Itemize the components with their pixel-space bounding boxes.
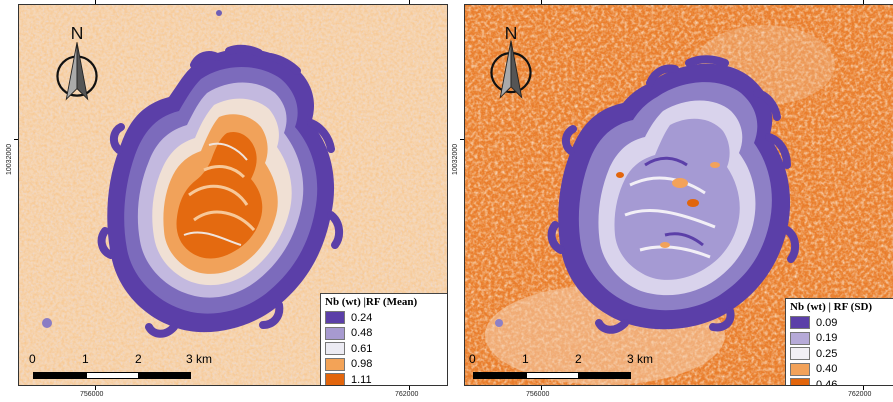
scale-segment: [473, 372, 527, 379]
scale-label-3: 3 km: [186, 352, 213, 366]
legend-mean: Nb (wt) |RF (Mean) 0.24 0.48 0.61 0.98 1.11: [320, 293, 447, 386]
scale-segment: [138, 372, 191, 379]
legend-swatch: [790, 378, 810, 385]
legend-item: 1.11: [325, 372, 443, 386]
scale-label-3: 3 km: [627, 352, 654, 366]
legend-items: 0.24 0.48 0.61 0.98 1.11: [325, 310, 443, 386]
scale-segment: [578, 372, 631, 379]
map-raster-sd: [465, 5, 893, 385]
legend-value: 0.48: [351, 327, 373, 340]
scale-segment: [526, 372, 579, 379]
legend-item: 0.46: [790, 377, 892, 386]
legend-item: 0.09: [790, 315, 892, 331]
frame-tick: [460, 139, 464, 140]
map-panel-sd[interactable]: N Nb (wt) | RF (SD) 0.09 0.19 0.25 0.40 0.46…: [464, 4, 893, 386]
scale-label-0: 0: [469, 352, 476, 366]
legend-item: 0.19: [790, 331, 892, 347]
legend-swatch: [325, 373, 345, 385]
x-coordinate-label: 756000: [80, 391, 104, 398]
x-coordinate-label: 756000: [526, 391, 550, 398]
legend-value: 0.40: [816, 363, 838, 376]
legend-item: 0.24: [325, 310, 443, 326]
legend-value: 0.24: [351, 311, 373, 324]
scale-segment: [86, 372, 139, 379]
legend-swatch: [325, 342, 345, 356]
legend-item: 0.40: [790, 362, 892, 378]
north-arrow-icon: N: [56, 23, 98, 101]
legend-swatch: [790, 362, 810, 376]
frame-tick: [95, 0, 96, 4]
legend-swatch: [325, 311, 345, 325]
legend-title: Nb (wt) | RF (SD): [790, 301, 873, 313]
frame-tick: [541, 0, 542, 4]
legend-swatch: [325, 357, 345, 371]
legend-sd: Nb (wt) | RF (SD) 0.09 0.19 0.25 0.40 0.46: [785, 298, 893, 386]
frame-tick: [409, 386, 410, 390]
legend-value: 0.46: [816, 378, 838, 386]
scale-bar: 0 1 2 3 km: [29, 352, 212, 382]
frame-tick: [409, 0, 410, 4]
legend-items: 0.09 0.19 0.25 0.40 0.46: [790, 315, 892, 386]
legend-title: Nb (wt) |RF (Mean): [325, 296, 418, 308]
north-label: N: [505, 23, 518, 43]
y-coordinate-label: 10032000: [452, 143, 459, 175]
scale-label-0: 0: [29, 352, 36, 366]
y-coordinate-label: 10032000: [6, 143, 13, 175]
legend-value: 0.61: [351, 342, 373, 355]
frame-tick: [863, 386, 864, 390]
scale-label-1: 1: [522, 352, 529, 366]
x-coordinate-label: 762000: [848, 391, 872, 398]
scale-label-2: 2: [575, 352, 582, 366]
legend-item: 0.98: [325, 357, 443, 373]
map-raster-mean: [19, 5, 447, 385]
scale-label-2: 2: [135, 352, 142, 366]
legend-value: 0.98: [351, 358, 373, 371]
legend-item: 0.48: [325, 326, 443, 342]
legend-swatch: [790, 347, 810, 361]
legend-swatch: [790, 331, 810, 345]
north-label: N: [71, 23, 84, 43]
legend-value: 0.09: [816, 316, 838, 329]
x-coordinate-label: 762000: [395, 391, 419, 398]
legend-value: 1.11: [351, 373, 372, 386]
frame-tick: [863, 0, 864, 4]
legend-swatch: [790, 316, 810, 330]
frame-tick: [541, 386, 542, 390]
frame-tick: [14, 139, 18, 140]
frame-tick: [95, 386, 96, 390]
legend-item: 0.25: [790, 346, 892, 362]
legend-value: 0.19: [816, 332, 838, 345]
legend-value: 0.25: [816, 347, 838, 360]
map-panel-mean[interactable]: N Nb (wt) |RF (Mean) 0.24 0.48 0.61 0.98 1.1…: [18, 4, 448, 386]
legend-item: 0.61: [325, 341, 443, 357]
legend-swatch: [325, 326, 345, 340]
scale-label-1: 1: [82, 352, 89, 366]
north-arrow-icon: N: [490, 23, 532, 99]
scale-bar: 0 1 2 3 km: [469, 352, 653, 382]
scale-segment: [33, 372, 87, 379]
